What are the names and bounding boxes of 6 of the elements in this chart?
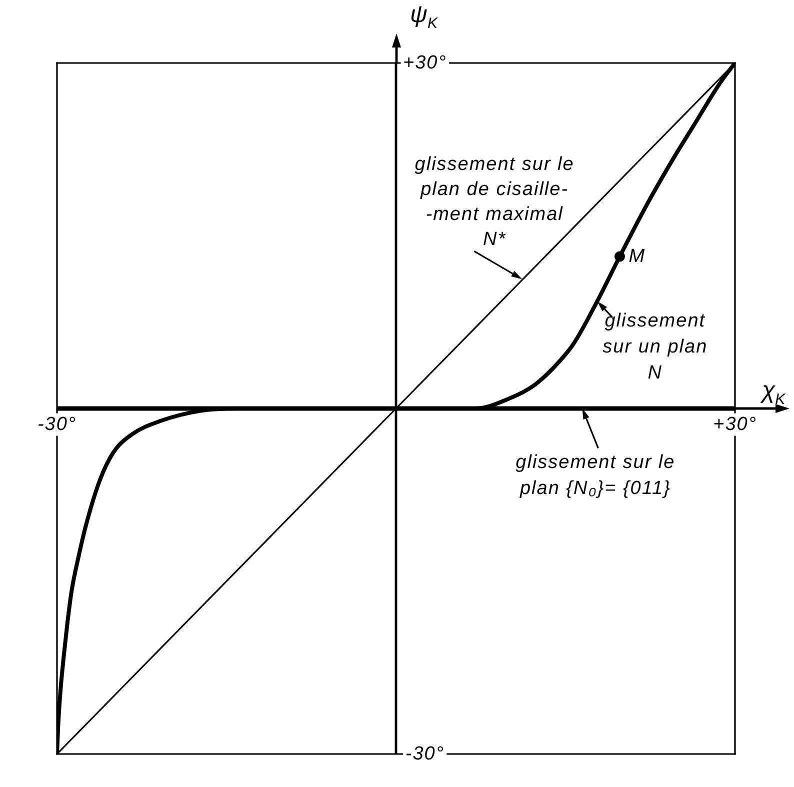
annotation: glissement sur le plan {N₀}= {011} [516,452,676,499]
y-axis-title: ψ$_{K}$ [410,1,438,32]
annotation: glissement sur un plan N [602,310,708,384]
annotation: glissement sur le plan de cisaille- -ment maximal N* [414,154,574,250]
annotation: M [628,246,646,267]
x-axis-title: χ$_{K}$ [762,376,786,408]
